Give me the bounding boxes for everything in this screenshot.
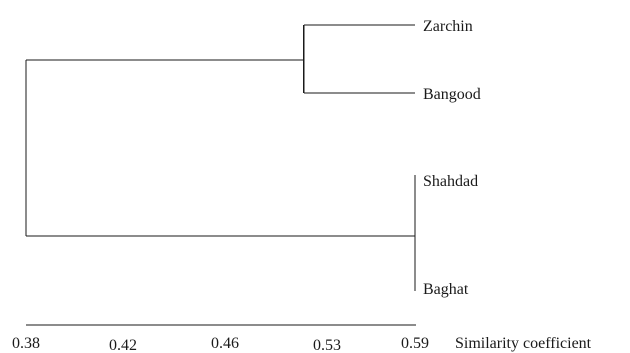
x-tick-label: 0.59 (401, 335, 429, 352)
dendrogram-branches (25, 24, 416, 291)
x-tick-label: 0.53 (313, 337, 341, 353)
leaf-label-shahdad: Shahdad (423, 173, 478, 190)
x-tick-label: 0.46 (211, 335, 239, 352)
x-tick-label: 0.38 (12, 335, 40, 352)
x-tick-label: 0.42 (109, 337, 137, 353)
leaf-label-zarchin: Zarchin (423, 18, 473, 35)
leaf-label-bangood: Bangood (423, 86, 481, 103)
x-axis-title: Similarity coefficient (455, 335, 592, 352)
leaf-label-baghat: Baghat (423, 281, 469, 298)
x-axis: 0.38 0.42 0.46 0.53 0.59 Similarity coef… (12, 324, 592, 353)
leaf-labels: Zarchin Bangood Shahdad Baghat (423, 18, 481, 298)
